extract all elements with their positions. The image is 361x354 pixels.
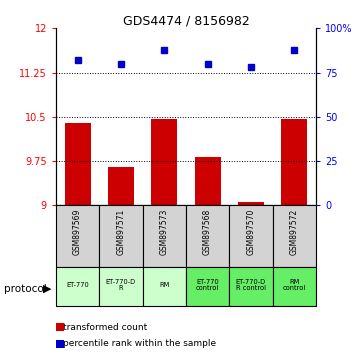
Text: GSM897573: GSM897573 bbox=[160, 209, 169, 255]
Text: GSM897572: GSM897572 bbox=[290, 209, 299, 255]
Bar bbox=[229, 267, 273, 306]
Bar bbox=[186, 267, 229, 306]
Bar bbox=[143, 205, 186, 267]
Text: ▶: ▶ bbox=[43, 284, 51, 293]
Bar bbox=[108, 167, 134, 205]
Bar bbox=[273, 267, 316, 306]
Text: ET-770
control: ET-770 control bbox=[196, 279, 219, 291]
Bar bbox=[238, 202, 264, 205]
Text: GSM897571: GSM897571 bbox=[117, 209, 125, 255]
Text: GSM897569: GSM897569 bbox=[73, 209, 82, 255]
Text: GSM897568: GSM897568 bbox=[203, 209, 212, 255]
Text: ET-770: ET-770 bbox=[66, 282, 89, 288]
Bar bbox=[186, 205, 229, 267]
Title: GDS4474 / 8156982: GDS4474 / 8156982 bbox=[122, 14, 249, 27]
Bar bbox=[281, 119, 307, 205]
Text: protocol: protocol bbox=[4, 284, 46, 293]
Text: transformed count: transformed count bbox=[63, 322, 147, 332]
Bar bbox=[99, 205, 143, 267]
Bar bbox=[229, 205, 273, 267]
Bar bbox=[99, 267, 143, 306]
Text: percentile rank within the sample: percentile rank within the sample bbox=[63, 339, 216, 348]
Text: RM: RM bbox=[159, 282, 169, 288]
Bar bbox=[143, 267, 186, 306]
Bar bbox=[56, 205, 99, 267]
Text: RM
control: RM control bbox=[283, 279, 306, 291]
Bar bbox=[56, 267, 99, 306]
Text: ET-770-D
R control: ET-770-D R control bbox=[236, 279, 266, 291]
Bar bbox=[151, 119, 177, 205]
Text: ET-770-D
R: ET-770-D R bbox=[106, 279, 136, 291]
Bar bbox=[195, 157, 221, 205]
Text: GSM897570: GSM897570 bbox=[247, 209, 255, 255]
Bar bbox=[273, 205, 316, 267]
Bar bbox=[65, 123, 91, 205]
